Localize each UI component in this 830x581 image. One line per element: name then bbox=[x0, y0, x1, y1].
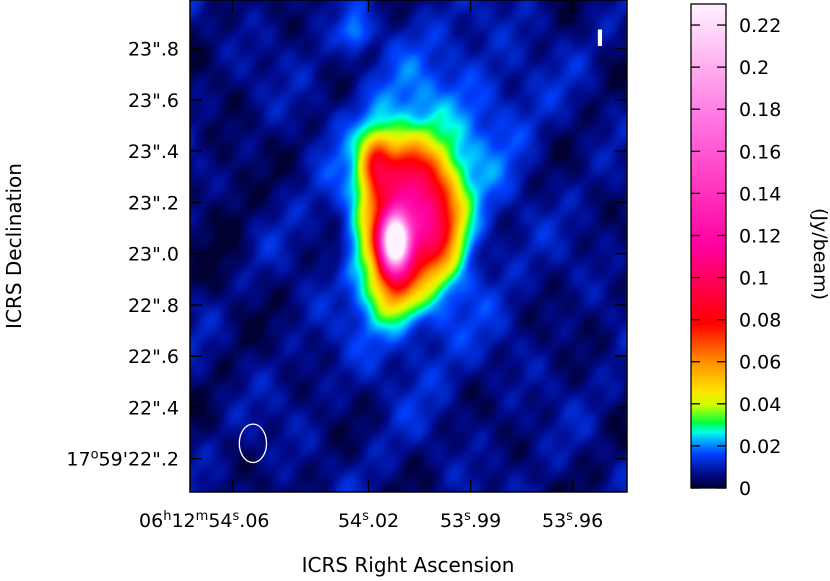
y-tick-label: 22".6 bbox=[128, 346, 179, 368]
beam-ellipse bbox=[238, 423, 268, 464]
y-tick-label: 17o59'22".2 bbox=[66, 447, 179, 471]
colorbar-tick-label: 0.1 bbox=[739, 268, 769, 290]
colorbar-tick-label: 0.16 bbox=[739, 141, 781, 163]
x-tick-label: 06h12m54s.06 bbox=[139, 509, 269, 533]
colorbar-tick-label: 0.02 bbox=[739, 436, 781, 458]
colorbar-label: (Jy/beam) bbox=[809, 208, 830, 300]
colorbar-frame bbox=[690, 3, 727, 489]
y-axis-title: ICRS Declination bbox=[2, 163, 26, 329]
axis-ticks bbox=[190, 0, 627, 492]
y-tick-label: 23".2 bbox=[128, 192, 179, 214]
x-tick-label: 54s.02 bbox=[338, 509, 399, 533]
stokes-label: I bbox=[596, 27, 604, 52]
colorbar-tick-label: 0.22 bbox=[739, 15, 781, 37]
colorbar-tick-label: 0.06 bbox=[739, 352, 781, 374]
x-tick-label: 53s.96 bbox=[542, 509, 603, 533]
y-tick-label: 23".4 bbox=[128, 141, 179, 163]
colorbar-tick-label: 0.04 bbox=[739, 394, 781, 416]
y-tick-label: 23".6 bbox=[128, 90, 179, 112]
colorbar-ticks: 0 0.02 0.04 0.06 0.08 0.1 0.12 0.14 0.16 0.18 0.2 0… bbox=[691, 15, 781, 500]
colorbar-tick-label: 0.14 bbox=[739, 183, 781, 205]
intensity-map bbox=[190, 0, 627, 492]
colorbar-gradient bbox=[691, 4, 726, 488]
image-panel: I bbox=[189, 0, 628, 493]
y-tick-label: 22".4 bbox=[128, 397, 179, 419]
y-tick-label: 22".8 bbox=[128, 295, 179, 317]
x-axis-title: ICRS Right Ascension bbox=[302, 553, 515, 577]
colorbar-tick-label: 0 bbox=[739, 478, 751, 500]
y-tick-label: 23".8 bbox=[128, 39, 179, 61]
plot-frame bbox=[189, 0, 628, 493]
colorbar: 0 0.02 0.04 0.06 0.08 0.1 0.12 0.14 0.16 0.18 0.2 0… bbox=[690, 3, 830, 500]
colorbar-tick-label: 0.08 bbox=[739, 310, 781, 332]
colorbar-tick-label: 0.12 bbox=[739, 225, 781, 247]
y-tick-label: 23".0 bbox=[128, 244, 179, 266]
x-tick-label: 53s.99 bbox=[440, 509, 501, 533]
colorbar-tick-label: 0.18 bbox=[739, 99, 781, 121]
colorbar-tick-label: 0.2 bbox=[739, 57, 769, 79]
